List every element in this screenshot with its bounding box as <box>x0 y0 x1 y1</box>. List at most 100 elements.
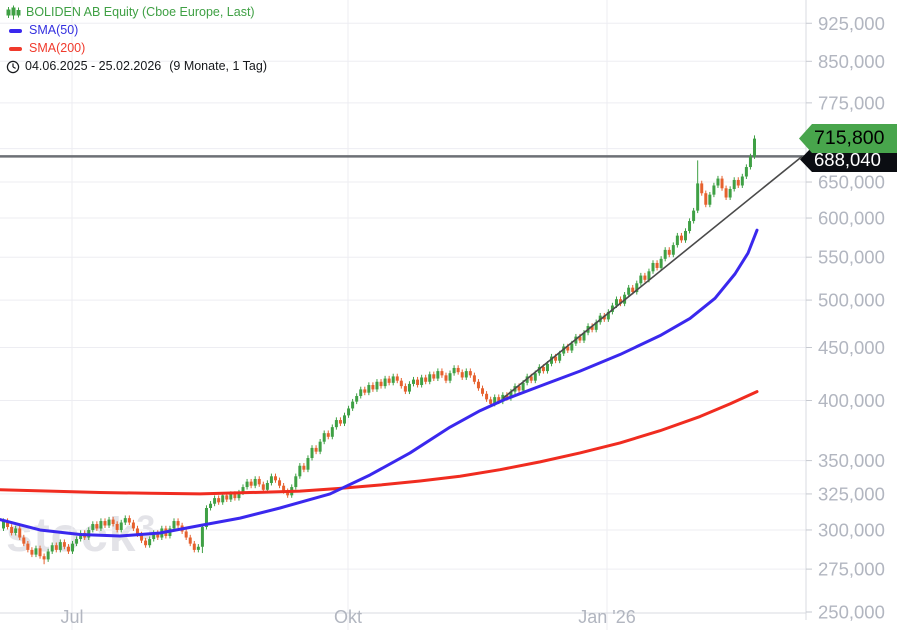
candle-body <box>485 393 489 400</box>
candle-body <box>322 433 326 442</box>
candle-body <box>663 249 667 259</box>
candle-body <box>481 388 485 394</box>
candle-body <box>647 271 651 280</box>
candle-body <box>367 385 371 393</box>
candle-body <box>387 378 391 383</box>
candle-body <box>497 397 501 402</box>
candle-body <box>359 389 363 397</box>
sma50-line[interactable] <box>0 228 759 538</box>
candle-body <box>383 378 387 387</box>
candle-body <box>66 546 70 552</box>
candle-body <box>123 518 127 523</box>
candle-body <box>460 372 464 378</box>
candle-body <box>472 375 476 382</box>
candle-body <box>26 543 30 550</box>
candle-body <box>566 346 570 351</box>
candle-body <box>606 311 610 320</box>
candle-body <box>639 275 643 284</box>
candle-body <box>302 465 306 470</box>
candle-body <box>282 485 286 492</box>
legend-range-row[interactable]: 04.06.2025 - 25.02.2026 (9 Monate, 1 Tag… <box>6 58 267 75</box>
candle-body <box>395 376 399 381</box>
candle-body <box>330 427 334 437</box>
legend-sma50-row[interactable]: SMA(50) <box>6 22 267 39</box>
candle-body <box>192 543 196 550</box>
chart-legend: BOLIDEN AB Equity (Cboe Europe, Last) SM… <box>6 4 267 76</box>
candle-body <box>176 521 180 526</box>
y-axis-tick-label: 275,000 <box>818 559 885 580</box>
y-axis-tick-label: 550,000 <box>818 247 885 268</box>
candle-body <box>724 188 728 198</box>
candle-body <box>249 481 253 486</box>
candle-body <box>704 193 708 205</box>
candle-body <box>399 380 403 387</box>
candle-body <box>310 447 314 459</box>
candle-body <box>2 521 5 529</box>
candle-body <box>326 433 330 437</box>
y-axis-tick-label: 325,000 <box>818 483 885 504</box>
clock-icon <box>6 60 20 73</box>
candle-body <box>95 523 99 529</box>
candle-body <box>753 138 756 157</box>
candle-body <box>688 221 692 231</box>
candle-body <box>578 336 582 341</box>
candle-body <box>675 235 679 246</box>
y-axis-tick-label: 350,000 <box>818 450 885 471</box>
candle-body <box>594 322 598 330</box>
candle-body <box>107 519 111 526</box>
trendline[interactable] <box>502 155 803 399</box>
sma200-line[interactable] <box>0 390 759 496</box>
candle-body <box>6 521 10 527</box>
candle-body <box>18 528 22 538</box>
candle-body <box>14 528 18 533</box>
candle-body <box>683 230 687 241</box>
candle-body <box>99 521 103 529</box>
candle-body <box>493 397 497 404</box>
candle-body <box>257 478 261 485</box>
candle-body <box>651 262 655 272</box>
candle-body <box>602 315 606 320</box>
candle-body <box>545 363 549 372</box>
y-axis-tick-label: 400,000 <box>818 390 885 411</box>
candle-body <box>172 521 176 529</box>
candle-body <box>253 478 257 486</box>
candle-body <box>209 503 213 508</box>
candle-body <box>294 476 298 488</box>
x-axis-tick-label: Okt <box>334 607 362 627</box>
candle-body <box>720 178 724 189</box>
candle-body <box>62 542 66 547</box>
candle-body <box>135 528 139 535</box>
candle-body <box>233 493 237 499</box>
candle-body <box>265 482 269 490</box>
candle-body <box>371 385 375 390</box>
candle-body <box>529 376 533 381</box>
candle-body <box>184 531 188 538</box>
legend-symbol-row[interactable]: BOLIDEN AB Equity (Cboe Europe, Last) <box>6 4 267 21</box>
candle-body <box>667 249 671 255</box>
reference-price-value: 688,040 <box>814 148 881 170</box>
candle-body <box>75 539 79 544</box>
candle-body <box>501 394 505 402</box>
candle-body <box>10 526 14 533</box>
candle-body <box>570 343 574 351</box>
candle-body <box>306 458 310 470</box>
candle-body <box>740 176 744 186</box>
candle-body <box>744 167 748 177</box>
y-axis-tick-label: 500,000 <box>818 290 885 311</box>
candle-body <box>407 383 411 392</box>
legend-sma200-row[interactable]: SMA(200) <box>6 40 267 57</box>
candle-body <box>659 258 663 268</box>
candle-body <box>517 386 521 391</box>
candle-body <box>347 408 351 416</box>
candle-body <box>91 523 95 530</box>
candle-body <box>103 521 107 526</box>
candle-body <box>221 495 225 503</box>
candle-body <box>229 493 233 500</box>
candle-body <box>748 156 752 168</box>
candle-body <box>533 373 537 381</box>
candle-body <box>204 507 208 527</box>
candle-body <box>245 481 249 488</box>
candle-body <box>71 543 75 552</box>
candle-body <box>440 371 444 376</box>
